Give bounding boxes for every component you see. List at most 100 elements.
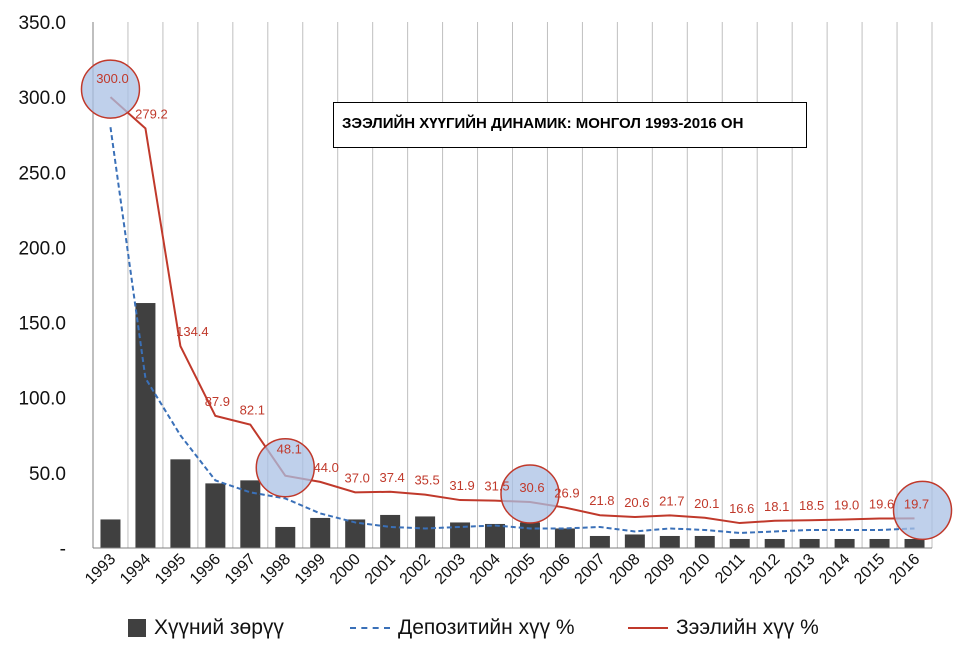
bar bbox=[624, 534, 645, 548]
x-tick-label: 2005 bbox=[502, 551, 539, 588]
x-tick-label: 2014 bbox=[816, 551, 853, 588]
y-tick-label: 50.0 bbox=[29, 464, 66, 485]
x-tick-label: 1994 bbox=[117, 551, 154, 588]
legend-label-deposit: Депозитийн хүү % bbox=[398, 616, 575, 639]
deposit-line bbox=[109, 127, 915, 534]
loan-data-label: 21.8 bbox=[589, 493, 614, 508]
legend-item-bar: Хүүний зөрүү bbox=[128, 616, 284, 640]
loan-data-label: 19.6 bbox=[869, 497, 894, 512]
x-tick-label: 1998 bbox=[257, 551, 294, 588]
loan-data-label: 21.7 bbox=[659, 493, 684, 508]
x-tick-label: 2012 bbox=[746, 551, 783, 588]
bar bbox=[345, 519, 366, 548]
y-tick-label: 250.0 bbox=[18, 163, 66, 184]
x-axis-ticks: 1993199419951996199719981999200020012002… bbox=[82, 551, 923, 588]
x-tick-label: 2001 bbox=[362, 551, 399, 588]
x-tick-label: 2006 bbox=[537, 551, 574, 588]
bar bbox=[869, 538, 890, 548]
bar bbox=[519, 522, 540, 548]
x-tick-label: 2008 bbox=[606, 551, 643, 588]
x-tick-label: 2010 bbox=[676, 551, 713, 588]
bar bbox=[589, 535, 610, 548]
loan-data-label: 300.0 bbox=[96, 71, 129, 86]
loan-data-label: 44.0 bbox=[314, 460, 339, 475]
highlight-circle bbox=[892, 480, 953, 541]
legend-item-deposit: Депозитийн хүү % bbox=[350, 616, 575, 640]
y-axis-ticks: - 50.0 100.0 150.0 200.0 250.0 300.0 350.0 bbox=[18, 13, 66, 560]
loan-data-label: 26.9 bbox=[554, 486, 579, 501]
bar bbox=[310, 517, 331, 548]
loan-data-label: 37.0 bbox=[345, 470, 370, 485]
loan-data-label: 48.1 bbox=[277, 442, 302, 457]
bar bbox=[834, 538, 855, 548]
loan-data-label: 87.9 bbox=[205, 394, 230, 409]
legend-swatch-bar bbox=[128, 619, 146, 637]
highlight-circles bbox=[80, 59, 953, 541]
bar bbox=[275, 526, 296, 548]
bar bbox=[450, 522, 471, 548]
legend-item-loan: Зээлийн хүү % bbox=[628, 616, 819, 640]
x-tick-label: 1999 bbox=[292, 551, 329, 588]
x-tick-label: 2016 bbox=[886, 551, 923, 588]
loan-data-label: 37.4 bbox=[379, 470, 404, 485]
bar-series bbox=[100, 303, 925, 548]
legend-label-bar: Хүүний зөрүү bbox=[154, 616, 284, 639]
y-tick-label: - bbox=[60, 539, 66, 560]
x-tick-label: 2007 bbox=[572, 551, 609, 588]
loan-data-label: 35.5 bbox=[414, 473, 439, 488]
x-tick-label: 1996 bbox=[187, 551, 224, 588]
loan-data-label: 18.5 bbox=[799, 498, 824, 513]
legend-label-loan: Зээлийн хүү % bbox=[676, 616, 819, 639]
loan-data-label: 31.9 bbox=[449, 478, 474, 493]
loan-data-label: 19.7 bbox=[904, 496, 929, 511]
bar bbox=[694, 535, 715, 548]
legend-swatch-loan bbox=[628, 627, 668, 629]
loan-data-label: 16.6 bbox=[729, 501, 754, 516]
y-tick-label: 150.0 bbox=[18, 314, 66, 335]
x-tick-label: 2011 bbox=[712, 551, 748, 587]
bar bbox=[554, 528, 575, 548]
x-tick-label: 2002 bbox=[397, 551, 434, 588]
x-tick-label: 2013 bbox=[781, 551, 818, 588]
bar bbox=[729, 538, 750, 548]
bar bbox=[170, 459, 191, 548]
bar bbox=[764, 538, 785, 548]
x-tick-label: 2003 bbox=[432, 551, 469, 588]
bar bbox=[904, 538, 925, 548]
x-tick-label: 1993 bbox=[82, 551, 119, 588]
bar bbox=[240, 480, 261, 548]
loan-data-label: 279.2 bbox=[135, 106, 168, 121]
loan-data-label: 82.1 bbox=[240, 403, 265, 418]
x-tick-label: 1995 bbox=[152, 551, 189, 588]
bar bbox=[135, 303, 156, 548]
bar bbox=[485, 523, 506, 548]
legend: Хүүний зөрүү Депозитийн хүү % Зээлийн хү… bbox=[0, 610, 960, 646]
x-tick-label: 1997 bbox=[222, 551, 259, 588]
legend-swatch-deposit bbox=[350, 627, 390, 629]
x-tick-label: 2000 bbox=[327, 551, 364, 588]
loan-data-label: 19.0 bbox=[834, 497, 859, 512]
x-tick-label: 2015 bbox=[851, 551, 888, 588]
y-tick-label: 100.0 bbox=[18, 389, 66, 410]
loan-data-label: 134.4 bbox=[176, 324, 209, 339]
x-tick-label: 2009 bbox=[641, 551, 678, 588]
loan-data-label: 18.1 bbox=[764, 499, 789, 514]
loan-data-label: 31.5 bbox=[484, 479, 509, 494]
loan-data-label: 20.1 bbox=[694, 496, 719, 511]
bar bbox=[799, 538, 820, 548]
bar bbox=[100, 519, 121, 548]
y-tick-label: 300.0 bbox=[18, 88, 66, 109]
bar bbox=[415, 516, 436, 548]
y-tick-label: 350.0 bbox=[18, 13, 66, 34]
chart-title-box: ЗЭЭЛИЙН ХҮҮГИЙН ДИНАМИК: МОНГОЛ 1993-201… bbox=[333, 102, 807, 148]
x-tick-label: 2004 bbox=[467, 551, 504, 588]
chart-title: ЗЭЭЛИЙН ХҮҮГИЙН ДИНАМИК: МОНГОЛ 1993-201… bbox=[342, 115, 744, 132]
y-tick-label: 200.0 bbox=[18, 238, 66, 259]
data-labels: 300.0 279.2 134.4 87.9 82.1 48.1 44.0 37.0 37.4 3… bbox=[96, 71, 929, 516]
bar bbox=[205, 483, 226, 548]
bar bbox=[659, 535, 680, 548]
loan-data-label: 20.6 bbox=[624, 495, 649, 510]
bar bbox=[380, 514, 401, 548]
loan-data-label: 30.6 bbox=[519, 480, 544, 495]
